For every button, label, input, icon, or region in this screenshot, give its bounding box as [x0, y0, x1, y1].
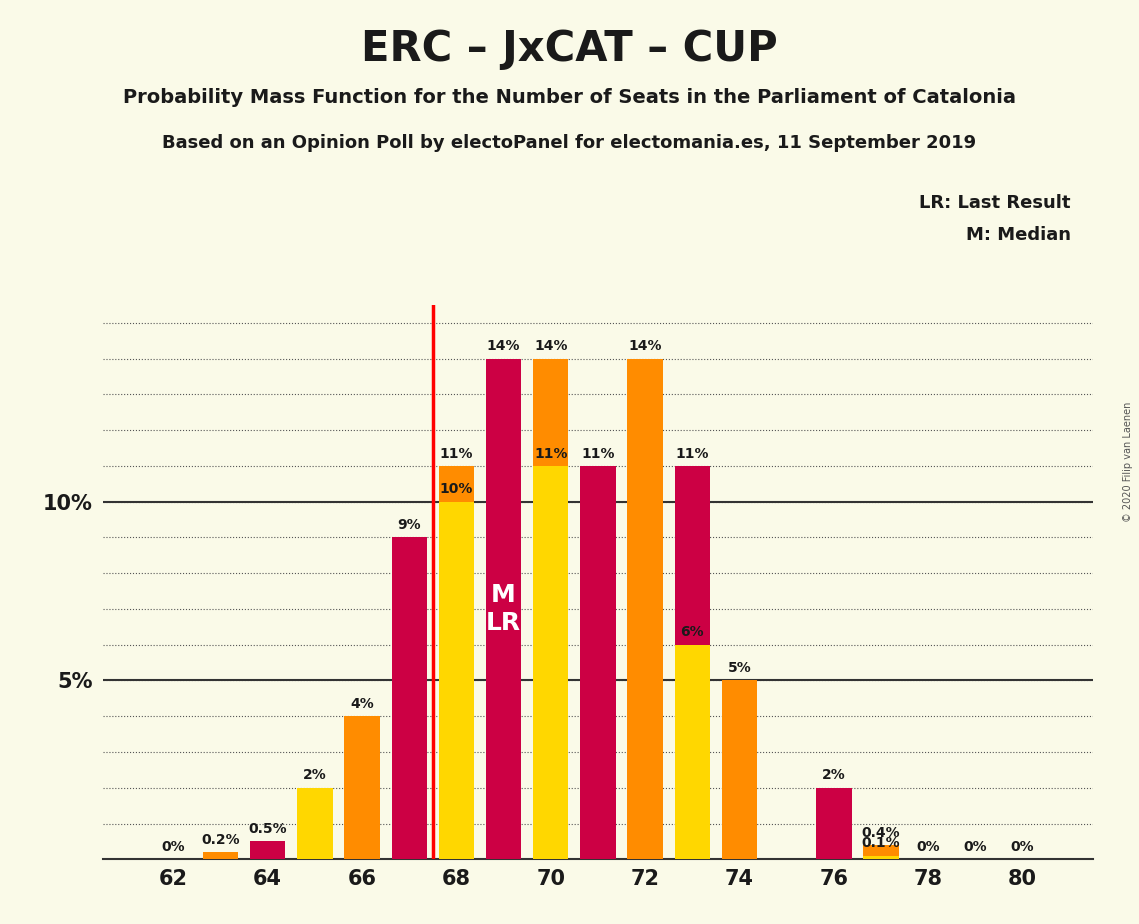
Text: Based on an Opinion Poll by electoPanel for electomania.es, 11 September 2019: Based on an Opinion Poll by electoPanel … [163, 134, 976, 152]
Text: 14%: 14% [629, 339, 662, 353]
Bar [533, 466, 568, 859]
Bar [439, 466, 474, 859]
Text: M
LR: M LR [486, 583, 522, 635]
Text: 0.5%: 0.5% [248, 822, 287, 836]
Text: © 2020 Filip van Laenen: © 2020 Filip van Laenen [1123, 402, 1133, 522]
Text: 0%: 0% [964, 840, 988, 854]
Text: 10%: 10% [440, 482, 473, 496]
Text: 9%: 9% [398, 518, 421, 532]
Text: 6%: 6% [680, 626, 704, 639]
Bar [863, 856, 899, 859]
Text: Probability Mass Function for the Number of Seats in the Parliament of Catalonia: Probability Mass Function for the Number… [123, 88, 1016, 107]
Text: 5%: 5% [728, 661, 752, 675]
Bar [580, 466, 616, 859]
Text: 11%: 11% [581, 446, 615, 460]
Text: 0%: 0% [917, 840, 940, 854]
Bar [863, 845, 899, 859]
Bar [628, 359, 663, 859]
Text: 2%: 2% [303, 769, 327, 783]
Bar [817, 788, 852, 859]
Text: 2%: 2% [822, 769, 846, 783]
Bar [392, 538, 427, 859]
Text: ERC – JxCAT – CUP: ERC – JxCAT – CUP [361, 28, 778, 69]
Bar [533, 359, 568, 859]
Bar [674, 645, 710, 859]
Text: 0.2%: 0.2% [202, 833, 240, 846]
Text: 4%: 4% [350, 697, 374, 711]
Bar [249, 842, 286, 859]
Bar [486, 359, 522, 859]
Bar [439, 502, 474, 859]
Text: 0%: 0% [1010, 840, 1034, 854]
Bar [203, 852, 238, 859]
Text: 14%: 14% [486, 339, 521, 353]
Bar [344, 716, 379, 859]
Text: LR: Last Result: LR: Last Result [919, 194, 1071, 212]
Text: 0%: 0% [162, 840, 186, 854]
Text: 11%: 11% [440, 446, 473, 460]
Text: 0.1%: 0.1% [862, 836, 901, 850]
Text: 0.4%: 0.4% [862, 826, 901, 840]
Bar [297, 788, 333, 859]
Text: 11%: 11% [675, 446, 710, 460]
Bar [674, 466, 710, 859]
Bar [722, 680, 757, 859]
Text: 14%: 14% [534, 339, 567, 353]
Text: M: Median: M: Median [966, 226, 1071, 244]
Text: 11%: 11% [534, 446, 567, 460]
